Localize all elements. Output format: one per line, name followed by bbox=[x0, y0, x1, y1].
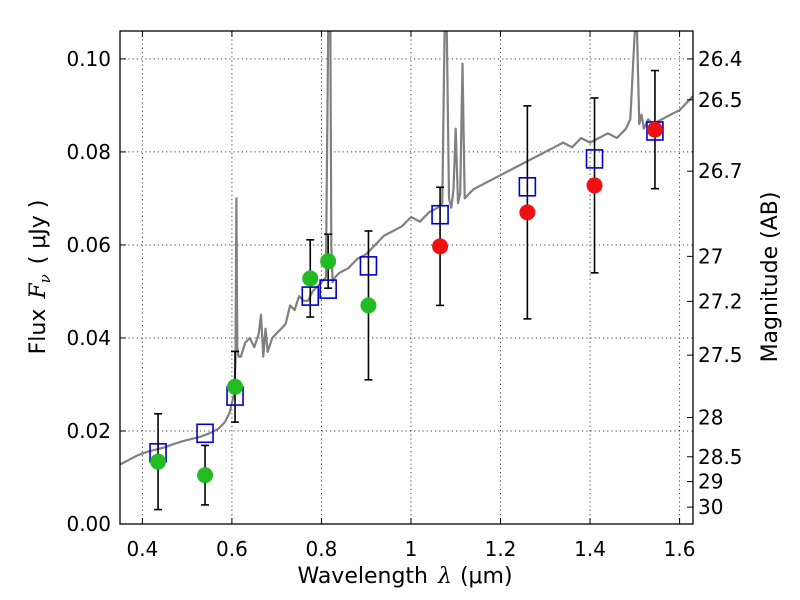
magnitude-tick-label: 26.7 bbox=[698, 159, 743, 183]
model-photometry-layer bbox=[149, 121, 664, 463]
optical-point bbox=[320, 253, 337, 270]
ticks bbox=[120, 31, 693, 525]
y-tick-label: 0.04 bbox=[66, 326, 111, 350]
errorbar-layer bbox=[154, 69, 659, 511]
nir-point bbox=[646, 121, 663, 138]
model-photometry-square bbox=[585, 149, 604, 169]
x-tick-label: 0.4 bbox=[126, 537, 158, 561]
x-axis-label-unit: (μm) bbox=[460, 564, 513, 589]
x-tick-label: 0.8 bbox=[306, 537, 338, 561]
magnitude-tick-label: 27.5 bbox=[698, 343, 743, 367]
grid bbox=[120, 31, 693, 525]
y-axis-label: Flux Fν ( μJy ) bbox=[26, 200, 54, 355]
model-photometry-square bbox=[431, 204, 449, 225]
magnitude-tick-label: 28 bbox=[698, 405, 723, 429]
model-photometry-square bbox=[196, 423, 214, 444]
x-axis-label: Wavelength λ (μm) bbox=[297, 564, 512, 589]
y-tick-label: 0.10 bbox=[66, 47, 111, 71]
optical-point bbox=[150, 453, 167, 470]
nir-point bbox=[519, 204, 536, 221]
model-photometry-square bbox=[518, 177, 537, 197]
y-tick-label: 0.00 bbox=[66, 512, 111, 536]
x-tick-label: 1.4 bbox=[574, 537, 606, 561]
y-tick-label: 0.08 bbox=[66, 140, 111, 164]
y-tick-labels: 0.00 0.02 0.04 0.06 0.08 0.10 bbox=[66, 47, 111, 536]
magnitude-tick-label: 27.2 bbox=[698, 289, 743, 313]
optical-point bbox=[197, 467, 214, 484]
x-tick-label: 1.2 bbox=[485, 537, 517, 561]
y-axis-label-unit: ( μJy ) bbox=[26, 200, 51, 265]
optical-point bbox=[302, 270, 319, 287]
model-photometry-square bbox=[359, 256, 378, 276]
y-tick-label: 0.06 bbox=[66, 233, 111, 257]
magnitude-tick-label: 26.4 bbox=[698, 47, 743, 71]
y-tick-label: 0.02 bbox=[66, 419, 111, 443]
magnitude-tick-label: 30 bbox=[698, 495, 723, 519]
magnitude-tick-label: 27 bbox=[698, 244, 723, 268]
x-tick-label: 1.6 bbox=[664, 537, 696, 561]
y2-axis-label: Magnitude (AB) bbox=[758, 192, 783, 363]
x-tick-label: 0.6 bbox=[216, 537, 248, 561]
magnitude-tick-label: 26.5 bbox=[698, 88, 743, 112]
y-axis-label-subscript: ν bbox=[36, 274, 54, 283]
x-axis-label-text: Wavelength bbox=[297, 564, 428, 589]
magnitude-tick-label: 29 bbox=[698, 470, 723, 494]
x-axis-label-symbol: λ bbox=[437, 564, 452, 589]
optical-point bbox=[227, 378, 244, 395]
observed-points-layer bbox=[150, 121, 663, 484]
magnitude-tick-label: 28.5 bbox=[698, 445, 743, 469]
model-spectrum-line bbox=[120, 31, 693, 466]
nir-point bbox=[432, 238, 449, 255]
y-axis-label-text: Flux bbox=[26, 309, 51, 355]
x-tick-labels: 0.4 0.6 0.8 1 1.2 1.4 1.6 bbox=[126, 537, 695, 561]
model-photometry-square bbox=[319, 279, 337, 299]
x-tick-label: 1 bbox=[405, 537, 418, 561]
optical-point bbox=[360, 297, 377, 314]
y-axis-label-symbol: F bbox=[26, 283, 51, 300]
model-photometry-square bbox=[301, 286, 320, 306]
nir-point bbox=[586, 177, 603, 194]
plot-frame bbox=[119, 30, 694, 525]
model-spectrum-layer bbox=[120, 31, 693, 466]
